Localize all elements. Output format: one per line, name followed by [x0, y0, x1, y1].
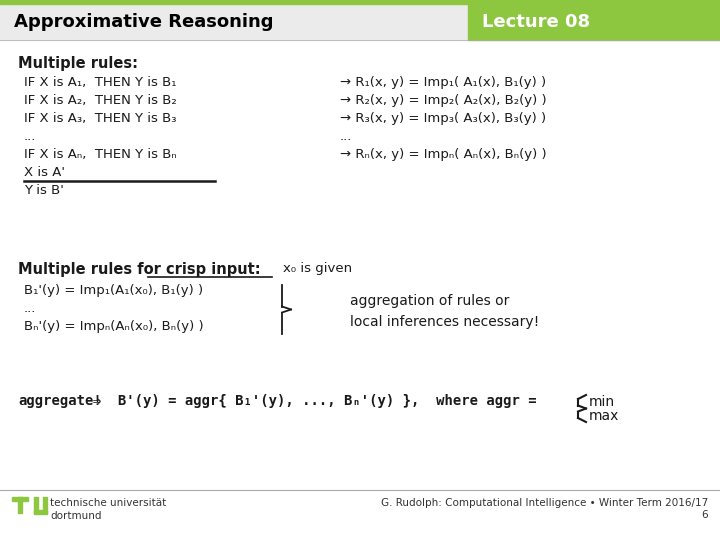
Text: IF X is A₃,  THEN Y is B₃: IF X is A₃, THEN Y is B₃ — [24, 112, 176, 125]
Bar — [12, 497, 28, 501]
Text: Y is B': Y is B' — [24, 184, 64, 197]
Text: min: min — [589, 395, 615, 409]
Text: Multiple rules:: Multiple rules: — [18, 56, 138, 71]
Text: → Rₙ(x, y) = Impₙ( Aₙ(x), Bₙ(y) ): → Rₙ(x, y) = Impₙ( Aₙ(x), Bₙ(y) ) — [340, 148, 546, 161]
Text: IF X is Aₙ,  THEN Y is Bₙ: IF X is Aₙ, THEN Y is Bₙ — [24, 148, 176, 161]
Text: Multiple rules for crisp input:: Multiple rules for crisp input: — [18, 262, 261, 277]
Text: X is A': X is A' — [24, 166, 65, 179]
Text: Lecture 08: Lecture 08 — [482, 13, 590, 31]
Text: G. Rudolph: Computational Intelligence • Winter Term 2016/17: G. Rudolph: Computational Intelligence •… — [381, 498, 708, 508]
Text: → R₂(x, y) = Imp₂( A₂(x), B₂(y) ): → R₂(x, y) = Imp₂( A₂(x), B₂(y) ) — [340, 94, 546, 107]
Bar — [0, 0, 720, 4]
Bar — [468, 4, 720, 40]
Text: IF X is A₁,  THEN Y is B₁: IF X is A₁, THEN Y is B₁ — [24, 76, 176, 89]
Text: ...: ... — [24, 302, 37, 315]
Text: 6: 6 — [701, 510, 708, 520]
Text: aggregation of rules or
local inferences necessary!: aggregation of rules or local inferences… — [350, 294, 539, 329]
Bar — [43, 497, 47, 513]
Text: ...: ... — [24, 130, 37, 143]
Text: max: max — [589, 409, 619, 423]
Text: aggregate!: aggregate! — [18, 394, 102, 408]
Text: → R₃(x, y) = Imp₃( A₃(x), B₃(y) ): → R₃(x, y) = Imp₃( A₃(x), B₃(y) ) — [340, 112, 546, 125]
Text: Bₙ'(y) = Impₙ(Aₙ(x₀), Bₙ(y) ): Bₙ'(y) = Impₙ(Aₙ(x₀), Bₙ(y) ) — [24, 320, 204, 333]
Text: ...: ... — [340, 130, 352, 143]
Text: B₁'(y) = Imp₁(A₁(x₀), B₁(y) ): B₁'(y) = Imp₁(A₁(x₀), B₁(y) ) — [24, 284, 203, 297]
Bar — [18, 497, 22, 513]
Text: x₀ is given: x₀ is given — [283, 262, 352, 275]
Text: IF X is A₂,  THEN Y is B₂: IF X is A₂, THEN Y is B₂ — [24, 94, 176, 107]
Text: technische universität
dortmund: technische universität dortmund — [50, 498, 166, 521]
Bar — [0, 4, 468, 40]
Bar — [34, 510, 47, 514]
Bar — [34, 497, 37, 513]
Text: Approximative Reasoning: Approximative Reasoning — [14, 13, 274, 31]
Text: → R₁(x, y) = Imp₁( A₁(x), B₁(y) ): → R₁(x, y) = Imp₁( A₁(x), B₁(y) ) — [340, 76, 546, 89]
Text: ⇒  B'(y) = aggr{ B₁'(y), ..., Bₙ'(y) },  where aggr =: ⇒ B'(y) = aggr{ B₁'(y), ..., Bₙ'(y) }, w… — [76, 394, 536, 408]
